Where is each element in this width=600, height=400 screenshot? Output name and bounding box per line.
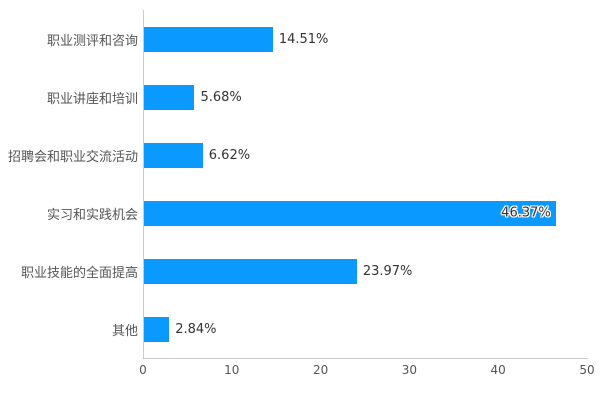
x-tick-label: 40 <box>490 363 506 377</box>
bar-row: 5.68% <box>144 68 588 126</box>
bar-row: 14.51% <box>144 10 588 68</box>
bar-row: 6.62% <box>144 126 588 184</box>
bar: 46.37% <box>144 200 556 226</box>
category-label: 其他 <box>111 323 138 339</box>
value-label: 6.62% <box>208 147 251 163</box>
value-label: 23.97% <box>362 263 413 279</box>
value-label: 5.68% <box>200 89 242 105</box>
x-tick-label: 30 <box>401 363 418 377</box>
category-axis: 职业测评和咨询 职业讲座和培训招聘会和职业交流活动实习和实践机会职业技能的全面提高… <box>0 10 138 358</box>
bar-row: 46.37% <box>144 184 588 242</box>
bar <box>144 26 273 52</box>
x-tick-label: 20 <box>312 363 329 377</box>
bar <box>144 316 170 342</box>
bar-row: 23.97% <box>144 242 588 300</box>
bar <box>144 258 357 284</box>
bar <box>144 84 195 110</box>
category-label: 实习和实践机会 <box>46 207 138 223</box>
value-label: 46.37% <box>501 205 551 221</box>
x-axis: 0 10 20 30 40 50 <box>139 363 594 383</box>
category-label: 职业讲座和培训 <box>46 91 138 107</box>
x-tick-label: 50 <box>579 363 595 377</box>
value-label: 14.51% <box>278 31 329 47</box>
category-label: 职业技能的全面提高 <box>20 265 138 281</box>
bar <box>144 142 203 168</box>
x-tick-label: 10 <box>224 363 240 377</box>
category-label: 招聘会和职业交流活动 <box>7 149 138 165</box>
bar-row: 2.84% <box>144 300 588 358</box>
value-label: 2.84% <box>175 321 217 337</box>
x-tick-label: 0 <box>139 363 147 377</box>
category-label: 职业测评和咨询 <box>46 33 138 49</box>
plot-area: 14.51% 5.68% 6.62% 46.37% 23.97% 2.84% <box>143 10 588 359</box>
